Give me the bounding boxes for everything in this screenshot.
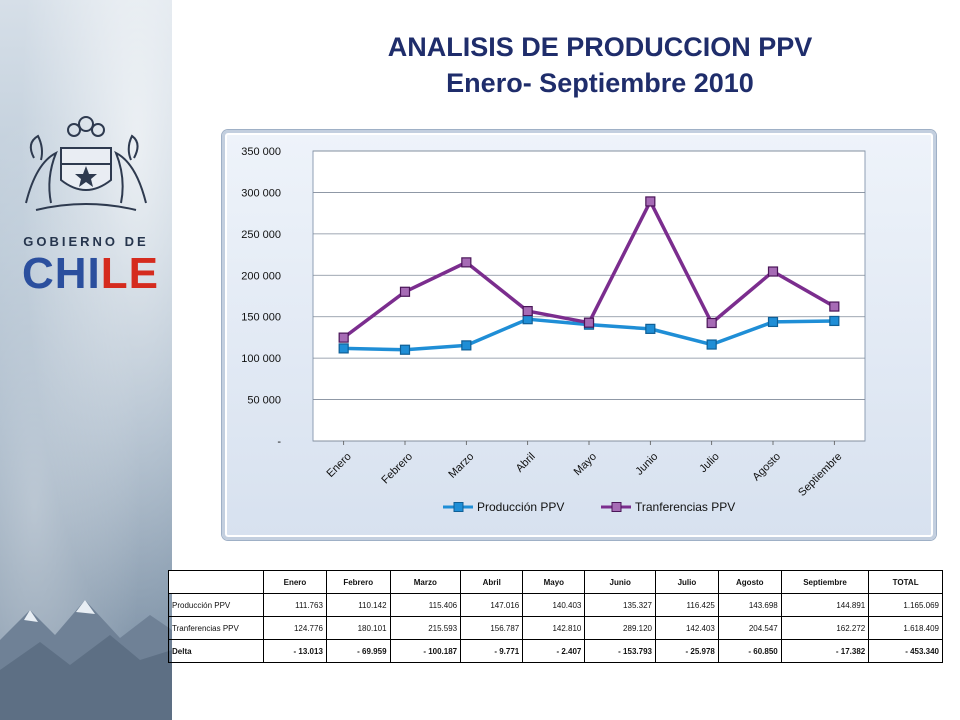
data-point [829,315,840,327]
table-cell: 142.403 [654,616,719,640]
table-cell: 215.593 [389,616,462,640]
gobierno-label: GOBIERNO DE [23,234,149,249]
data-point [706,339,717,350]
data-point [583,317,595,328]
y-tick-label: 250 000 [241,229,281,241]
table-cell: 110.142 [325,593,391,617]
table-cell: - 9.771 [460,639,524,663]
data-point [399,344,411,355]
table-cell: 162.272 [780,616,870,640]
x-tick-label: Septiembre [796,451,844,499]
legend-marker [453,502,464,512]
table-cell: 1.165.069 [868,593,943,617]
data-point [767,266,779,277]
table-cell: 143.698 [717,593,782,617]
data-point [645,323,656,334]
data-point [706,317,717,329]
chile-logo: CHILE [22,249,158,298]
row-label: Tranferencias PPV [168,616,264,640]
x-tick-label: Junio [633,451,660,478]
table-cell: 111.763 [263,593,327,617]
data-table: Enero Febrero Marzo Abril Mayo Junio Jul… [168,570,943,663]
table-header-cell: TOTAL [868,570,943,594]
chart-frame: - 50 000 100 000 150 000 200 000 250 000 300 0… [222,130,936,540]
table-cell: - 2.407 [522,639,586,663]
table-cell: - 17.382 [780,639,870,663]
legend-label: Producción PPV [477,500,564,514]
y-tick-label: 100 000 [241,353,281,365]
table-cell: - 69.959 [325,639,391,663]
page-title: ANALISIS DE PRODUCCION PPV [387,32,813,62]
table-cell: 140.403 [522,593,586,617]
y-tick-label: - [277,436,281,448]
data-point [522,305,533,317]
y-tick-label: 300 000 [241,187,281,199]
x-tick-label: Enero [325,451,354,480]
row-label: Producción PPV [168,593,264,617]
row-label: Delta [168,639,264,663]
table-cell: 135.327 [584,593,656,617]
x-tick-label: Julio [697,451,721,475]
chile-logo-blue: CHI [22,249,101,298]
table-row: Tranferencias PPV 124.776 180.101 215.59… [168,616,943,640]
data-point [461,340,472,351]
table-header-cell: Abril [460,570,524,594]
plot-area [312,150,866,442]
table-cell: 116.425 [654,593,719,617]
table-cell: - 25.978 [654,639,719,663]
table-header-cell: Mayo [522,570,586,594]
table-header-cell: Febrero [325,570,391,594]
legend-label: Tranferencias PPV [635,500,735,514]
page-subtitle: Enero- Septiembre 2010 [446,68,754,98]
x-tick-label: Mayo [572,451,600,479]
table-cell: 147.016 [460,593,524,617]
y-tick-label: 50 000 [247,395,281,407]
coat-of-arms-icon [25,116,147,211]
x-tick-label: Abril [514,451,538,475]
table-cell: 204.547 [717,616,782,640]
table-header-cell: Septiembre [780,570,870,594]
table-header-cell: Marzo [389,570,462,594]
table-cell: 124.776 [263,616,327,640]
table-cell: - 453.340 [868,639,943,663]
table-header-cell: Enero [263,570,327,594]
mountains-image [0,600,172,720]
x-tick-label: Febrero [379,451,415,487]
table-cell: 180.101 [325,616,391,640]
table-header-cell [168,570,264,594]
data-point [645,196,656,207]
side-panel: GOBIERNO DE CHILE [0,0,172,720]
data-point [829,301,840,312]
table-cell: 115.406 [389,593,462,617]
table-cell: - 13.013 [263,639,327,663]
y-tick-label: 200 000 [241,270,281,282]
table-row: Producción PPV 111.763 110.142 115.406 1… [168,593,943,617]
y-tick-label: 350 000 [241,146,281,158]
table-cell: 156.787 [460,616,524,640]
data-point [338,332,349,343]
table-cell: 289.120 [584,616,656,640]
y-tick-label: 150 000 [241,312,281,324]
legend-marker [611,502,622,512]
line-chart: - 50 000 100 000 150 000 200 000 250 000 300 0… [241,146,866,514]
x-tick-label: Marzo [446,451,476,481]
table-cell: 144.891 [780,593,870,617]
table-cell: - 100.187 [389,639,462,663]
data-point [338,343,349,354]
table-header-cell: Agosto [717,570,782,594]
table-row: Delta - 13.013 - 69.959 - 100.187 - 9.77… [168,639,943,663]
data-point [399,286,411,297]
table-header-row: Enero Febrero Marzo Abril Mayo Junio Jul… [168,570,943,594]
table-cell: - 153.793 [584,639,656,663]
table-header-cell: Julio [654,570,719,594]
table-cell: 142.810 [522,616,586,640]
x-tick-label: Agosto [750,451,783,484]
table-cell: 1.618.409 [868,616,943,640]
table-header-cell: Junio [584,570,656,594]
table-cell: - 60.850 [717,639,782,663]
sky-haze [0,0,172,720]
data-point [461,257,472,268]
chile-logo-red: LE [100,249,160,298]
data-point [767,316,779,328]
